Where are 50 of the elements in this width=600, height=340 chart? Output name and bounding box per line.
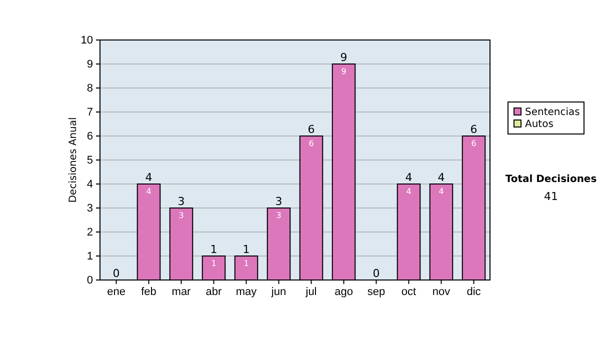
data-label: 3 bbox=[178, 211, 184, 220]
data-label: 6 bbox=[308, 139, 314, 148]
y-tick-label: 6 bbox=[86, 130, 93, 143]
y-tick-label: 2 bbox=[86, 226, 93, 239]
x-tick-label: abr bbox=[206, 286, 222, 298]
total-label: 4 bbox=[405, 171, 412, 184]
y-tick-label: 1 bbox=[86, 250, 93, 263]
data-label: 3 bbox=[276, 211, 282, 220]
y-tick-label: 8 bbox=[86, 82, 93, 95]
total-label: 6 bbox=[308, 123, 315, 136]
total-label: 1 bbox=[242, 243, 250, 256]
y-tick-label: 4 bbox=[86, 178, 93, 191]
data-label: 1 bbox=[211, 259, 216, 268]
x-tick-label: jun bbox=[270, 286, 286, 298]
y-tick-label: 5 bbox=[86, 154, 93, 167]
total-label: 4 bbox=[438, 171, 445, 184]
total-label: 9 bbox=[340, 51, 348, 64]
legend-label: Autos bbox=[525, 119, 554, 130]
x-tick-label: mar bbox=[172, 286, 192, 298]
x-tick-label: ago bbox=[334, 286, 353, 298]
legend-label: Sentencias bbox=[525, 107, 580, 118]
text: Total Decisiones bbox=[505, 174, 597, 185]
data-label: 4 bbox=[438, 187, 444, 196]
x-tick-label: jul bbox=[304, 286, 317, 298]
x-tick-label: nov bbox=[432, 286, 451, 298]
total-label: 3 bbox=[178, 195, 185, 208]
x-tick-label: feb bbox=[141, 286, 156, 298]
x-tick-label: ene bbox=[107, 286, 126, 298]
total-label: 0 bbox=[372, 267, 380, 280]
y-axis-title: Decisiones Anual bbox=[68, 117, 79, 203]
total-label: 0 bbox=[112, 267, 120, 280]
total-label: 3 bbox=[275, 195, 282, 208]
y-tick-label: 3 bbox=[86, 202, 93, 215]
data-label: 4 bbox=[146, 187, 152, 196]
x-tick-label: oct bbox=[401, 286, 416, 298]
y-tick-label: 9 bbox=[86, 58, 93, 71]
data-label: 9 bbox=[341, 67, 346, 76]
x-tick-label: dic bbox=[466, 286, 482, 298]
data-label: 1 bbox=[244, 259, 249, 268]
data-label: 4 bbox=[406, 187, 412, 196]
x-tick-label: may bbox=[236, 286, 258, 298]
y-tick-label: 7 bbox=[86, 106, 93, 119]
text: 41 bbox=[544, 190, 558, 203]
data-label: 6 bbox=[471, 139, 476, 148]
total-label: 1 bbox=[210, 243, 218, 256]
x-tick-label: sep bbox=[367, 286, 386, 298]
total-label: 6 bbox=[470, 123, 478, 136]
total-label: 4 bbox=[145, 171, 152, 184]
y-tick-label: 0 bbox=[86, 274, 93, 287]
y-tick-label: 10 bbox=[80, 34, 93, 47]
